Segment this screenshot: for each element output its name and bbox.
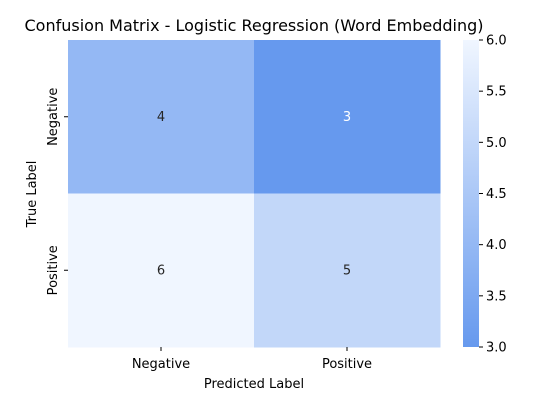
cell-value-label: 3 xyxy=(343,110,351,125)
y-tick-label: Positive xyxy=(46,245,61,295)
colorbar-tick-label: 4.5 xyxy=(486,187,507,202)
colorbar-tick-label: 4.0 xyxy=(486,238,507,253)
y-axis-label: True Label xyxy=(25,161,40,229)
y-axis-ticks: Negative Positive xyxy=(46,88,68,295)
x-axis-ticks: Negative Positive xyxy=(132,347,372,372)
cell-value-label: 4 xyxy=(157,110,165,125)
colorbar-tick-label: 3.5 xyxy=(486,289,507,304)
colorbar-tick-label: 5.0 xyxy=(486,136,507,151)
colorbar-tick-label: 5.5 xyxy=(486,85,507,100)
cell-value-label: 5 xyxy=(343,263,351,278)
y-tick-label: Negative xyxy=(46,88,61,146)
cell-value-label: 6 xyxy=(157,263,165,278)
heatmap-cells xyxy=(68,40,441,348)
heatmap-cell xyxy=(68,40,255,194)
colorbar xyxy=(463,40,479,347)
colorbar-tick-label: 3.0 xyxy=(486,341,507,356)
colorbar-ticks: 3.0 3.5 4.0 4.5 5.0 5.5 6.0 xyxy=(479,34,507,356)
heatmap-cell xyxy=(254,193,441,348)
chart-title: Confusion Matrix - Logistic Regression (… xyxy=(25,16,484,35)
x-tick-label: Positive xyxy=(322,357,372,372)
x-axis-label: Predicted Label xyxy=(204,377,304,392)
colorbar-tick-label: 6.0 xyxy=(486,34,507,49)
x-tick-label: Negative xyxy=(132,357,190,372)
heatmap-cell xyxy=(68,193,255,348)
cell-annotations: 4 3 6 5 xyxy=(157,110,351,279)
heatmap-cell xyxy=(254,40,441,194)
